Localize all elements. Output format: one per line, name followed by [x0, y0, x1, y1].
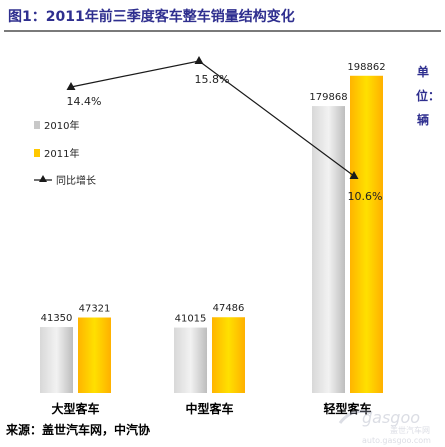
growth-point — [349, 171, 359, 179]
growth-label: 10.6% — [348, 190, 383, 203]
growth-label: 15.8% — [195, 73, 230, 86]
bar-value-label: 41350 — [41, 313, 73, 324]
bar-value-label: 47486 — [213, 303, 245, 314]
legend-line-marker — [39, 175, 47, 182]
watermark-brand: gasgoo — [362, 408, 420, 427]
bar-大型客车-2010年 — [40, 327, 73, 393]
bar-中型客车-2010年 — [174, 327, 207, 393]
bar-value-label: 41015 — [175, 314, 207, 325]
legend-label: 2011年 — [44, 147, 79, 160]
growth-point — [66, 82, 76, 90]
title-divider — [4, 30, 441, 32]
legend-label: 同比增长 — [56, 174, 96, 187]
legend-swatch-2010 — [34, 121, 40, 129]
bar-轻型客车-2011年 — [350, 75, 383, 393]
bar-中型客车-2011年 — [212, 317, 245, 393]
bar-value-label: 198862 — [347, 62, 385, 73]
gasgoo-watermark: gasgoo 盖世汽车网 auto.gasgoo.com — [338, 408, 431, 445]
source-note: 来源：盖世汽车网，中汽协 — [6, 423, 151, 437]
watermark-url: auto.gasgoo.com — [362, 436, 431, 445]
bar-value-label: 47321 — [79, 304, 111, 315]
bar-大型客车-2011年 — [78, 317, 111, 393]
legend-swatch-2011 — [34, 149, 40, 157]
growth-label: 14.4% — [67, 95, 102, 108]
watermark-cn: 盖世汽车网 — [390, 425, 430, 435]
growth-point — [194, 56, 204, 64]
category-label: 大型客车 — [51, 401, 99, 416]
legend-label: 2010年 — [44, 119, 79, 132]
chart-title: 图1：2011年前三季度客车整车销量结构变化 — [8, 9, 295, 25]
bar-轻型客车-2010年 — [312, 106, 345, 393]
category-label: 中型客车 — [185, 401, 233, 416]
category-label: 轻型客车 — [323, 401, 371, 416]
bar-value-label: 179868 — [309, 92, 347, 103]
